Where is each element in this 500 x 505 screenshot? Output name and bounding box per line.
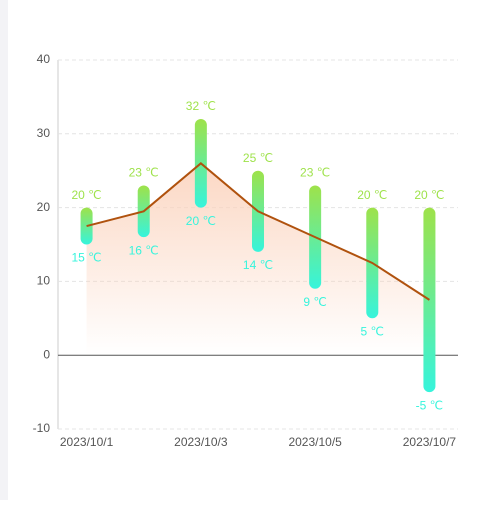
y-tick-label: 10 [37, 274, 51, 288]
low-label: 9 ℃ [303, 295, 326, 309]
low-label: 15 ℃ [71, 251, 101, 265]
high-label: 20 ℃ [414, 188, 444, 202]
x-tick-label: 2023/10/1 [60, 435, 114, 449]
side-strip [0, 0, 8, 500]
high-label: 20 ℃ [357, 188, 387, 202]
x-tick-label: 2023/10/5 [288, 435, 342, 449]
y-tick-label: 30 [37, 126, 51, 140]
x-tick-label: 2023/10/7 [403, 435, 457, 449]
high-label: 20 ℃ [71, 188, 101, 202]
high-label: 23 ℃ [300, 166, 330, 180]
y-tick-label: 0 [43, 347, 50, 361]
high-label: 23 ℃ [129, 166, 159, 180]
y-tick-label: 40 [37, 52, 51, 66]
area [86, 163, 430, 356]
line [86, 162, 430, 301]
low-label: 14 ℃ [243, 258, 273, 272]
low-label: -5 ℃ [416, 398, 443, 412]
low-label: 5 ℃ [361, 324, 384, 338]
high-label: 32 ℃ [186, 99, 216, 113]
high-label: 25 ℃ [243, 151, 273, 165]
low-label: 20 ℃ [186, 214, 216, 228]
y-tick-label: 20 [37, 200, 51, 214]
x-tick-label: 2023/10/3 [174, 435, 228, 449]
low-label: 16 ℃ [129, 243, 159, 257]
y-tick-label: -10 [33, 421, 51, 435]
